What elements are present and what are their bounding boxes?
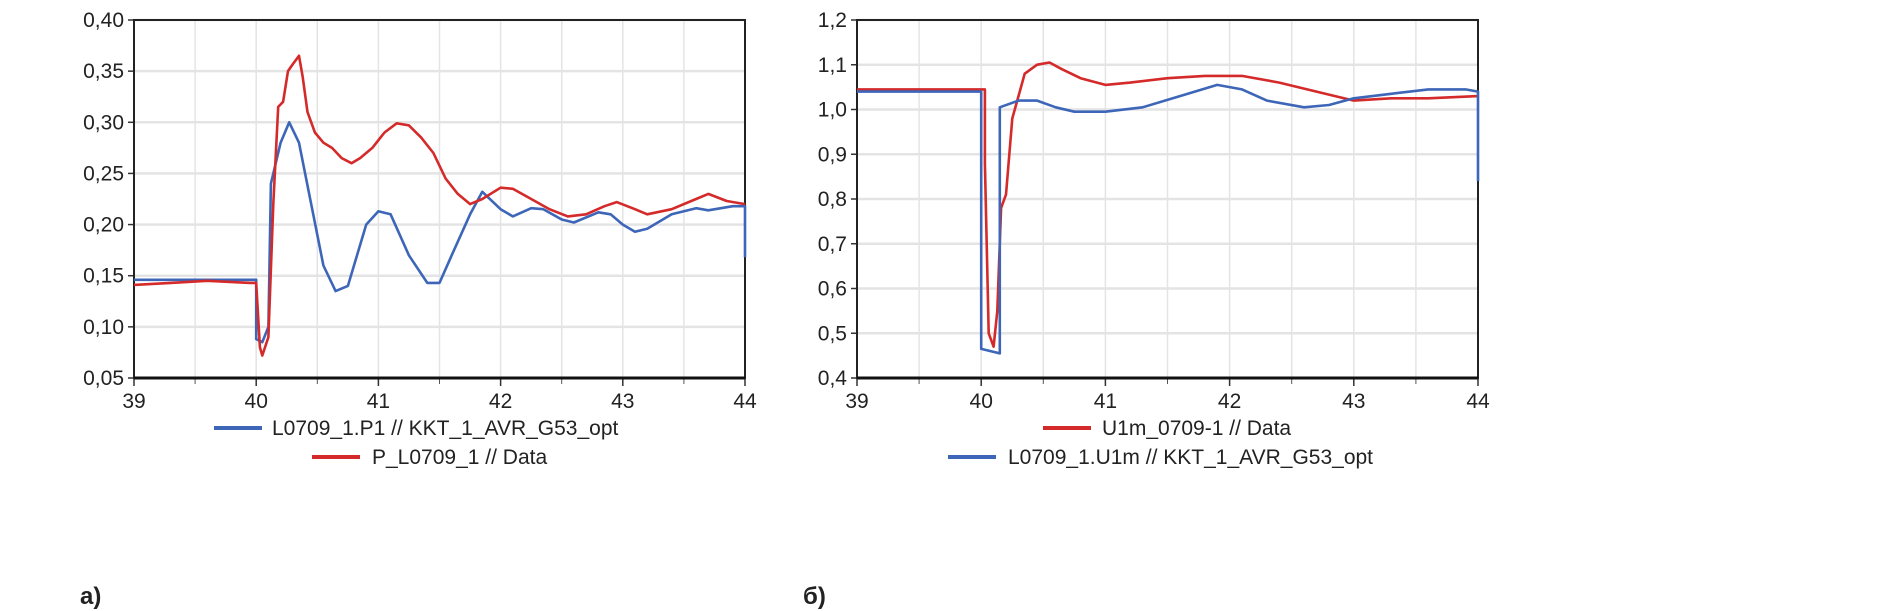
y-tick-label: 0,30 [83, 111, 124, 134]
y-tick-label: 0,20 [83, 214, 124, 237]
x-tick-label: 40 [970, 390, 993, 413]
y-tick-label: 0,5 [818, 322, 847, 345]
y-tick-label: 0,15 [83, 265, 124, 288]
x-tick-label: 42 [489, 390, 512, 413]
y-tick-label: 0,05 [83, 367, 124, 390]
y-tick-label: 0,25 [83, 162, 124, 185]
legend-label: L0709_1.U1m // KKT_1_AVR_G53_opt [1008, 446, 1373, 469]
chart-panel-1: 0,05 0,10 0,15 0,20 0,25 0,30 0,35 0,40 39 40 41 42… [80, 9, 757, 610]
panel-label: а) [80, 583, 101, 610]
series-line-2 [133, 54, 746, 357]
series-line-1 [134, 121, 747, 344]
legend-label: U1m_0709-1 // Data [1102, 417, 1291, 440]
x-tick-label: 44 [733, 390, 757, 413]
x-tick-label: 44 [1466, 390, 1490, 413]
series-line-1 [857, 61, 1479, 348]
y-tick-label: 0,10 [83, 316, 124, 339]
legend-label: L0709_1.P1 // KKT_1_AVR_G53_opt [272, 417, 619, 440]
chart-panel-2: 0,4 0,5 0,6 0,7 0,8 0,9 1,0 1,1 1,2 39 40 41 42 43 44 U… [803, 9, 1490, 610]
x-tick-label: 39 [122, 390, 145, 413]
x-tick-label: 41 [1094, 390, 1117, 413]
x-tick-label: 42 [1218, 390, 1241, 413]
y-tick-label: 1,2 [818, 9, 847, 32]
y-tick-label: 0,9 [818, 143, 847, 166]
y-tick-label: 0,40 [83, 9, 124, 32]
legend-label: P_L0709_1 // Data [372, 446, 547, 469]
y-tick-label: 0,4 [818, 367, 848, 390]
y-tick-label: 1,1 [818, 54, 847, 77]
y-tick-label: 0,35 [83, 60, 124, 83]
x-tick-label: 41 [367, 390, 390, 413]
x-tick-label: 39 [845, 390, 868, 413]
x-tick-label: 43 [611, 390, 634, 413]
x-tick-label: 43 [1342, 390, 1365, 413]
y-tick-label: 0,6 [818, 278, 847, 301]
y-tick-label: 1,0 [818, 99, 847, 122]
y-tick-label: 0,7 [818, 233, 847, 256]
panel-label: б) [803, 583, 826, 610]
x-tick-label: 40 [245, 390, 268, 413]
y-tick-label: 0,8 [818, 188, 847, 211]
series-line-2 [857, 83, 1480, 355]
